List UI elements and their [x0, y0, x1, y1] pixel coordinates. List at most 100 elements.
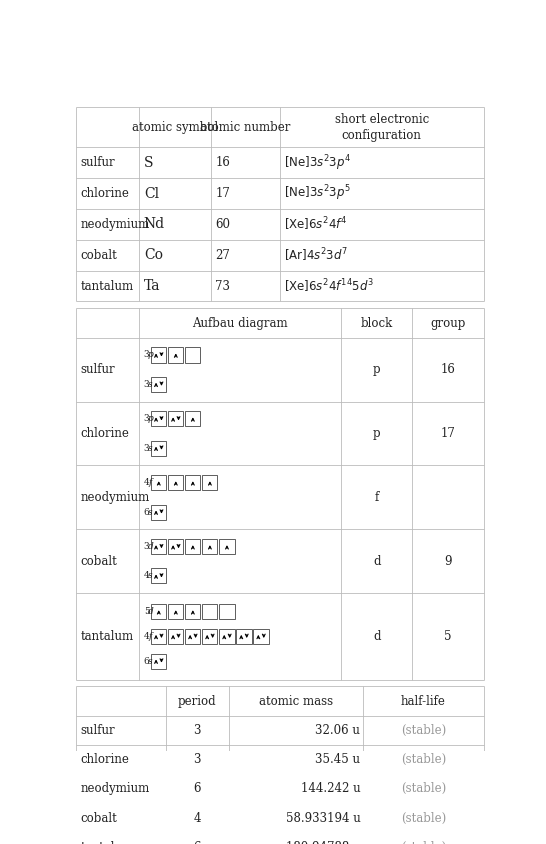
Text: cobalt: cobalt [81, 812, 117, 825]
Text: f: f [148, 479, 151, 487]
Text: (stable): (stable) [401, 753, 446, 766]
Bar [185, 475, 200, 490]
Text: 3: 3 [144, 414, 150, 424]
Text: s: s [148, 657, 153, 666]
Text: atomic symbol: atomic symbol [132, 121, 218, 134]
Bar [185, 539, 200, 555]
Text: d: d [373, 630, 381, 643]
Text: (stable): (stable) [401, 841, 446, 844]
Text: tantalum: tantalum [81, 630, 134, 643]
Bar [203, 539, 217, 555]
Text: 60: 60 [215, 218, 230, 231]
Bar [151, 411, 167, 426]
Text: tantalum: tantalum [81, 279, 134, 293]
Text: 3: 3 [144, 542, 150, 551]
Bar [168, 411, 183, 426]
Text: neodymium: neodymium [81, 782, 150, 795]
Text: 73: 73 [215, 279, 230, 293]
Text: p: p [148, 350, 154, 360]
Text: neodymium: neodymium [81, 491, 150, 504]
Text: Ta: Ta [144, 279, 161, 293]
Text: 32.06 u: 32.06 u [316, 724, 360, 737]
Text: (stable): (stable) [401, 812, 446, 825]
Bar [185, 348, 200, 363]
Text: s: s [148, 507, 153, 517]
Text: $[\mathrm{Ne}]3s^23p^5$: $[\mathrm{Ne}]3s^23p^5$ [284, 184, 352, 203]
Text: $[\mathrm{Xe}]6s^24f^4$: $[\mathrm{Xe}]6s^24f^4$ [284, 216, 348, 233]
Text: (stable): (stable) [401, 782, 446, 795]
Text: 3: 3 [193, 753, 201, 766]
Text: period: period [178, 695, 217, 707]
Text: sulfur: sulfur [81, 363, 115, 376]
Text: 3: 3 [144, 350, 150, 360]
Bar [151, 348, 167, 363]
Bar [168, 539, 183, 555]
Text: 144.242 u: 144.242 u [301, 782, 360, 795]
Text: p: p [148, 414, 154, 424]
Text: configuration: configuration [342, 128, 422, 142]
Text: cobalt: cobalt [81, 555, 117, 568]
Bar [253, 629, 269, 644]
Text: s: s [148, 444, 153, 452]
Text: 4: 4 [193, 812, 201, 825]
Text: 9: 9 [444, 555, 452, 568]
Text: d: d [148, 542, 154, 551]
Text: (stable): (stable) [401, 724, 446, 737]
Text: 4: 4 [144, 571, 150, 581]
Text: S: S [144, 156, 153, 170]
Bar [203, 604, 217, 619]
Text: s: s [148, 571, 153, 581]
Text: 17: 17 [215, 187, 230, 200]
Text: 35.45 u: 35.45 u [315, 753, 360, 766]
Bar [151, 569, 167, 583]
Text: Co: Co [144, 248, 163, 262]
Text: Cl: Cl [144, 187, 159, 201]
Text: chlorine: chlorine [81, 187, 129, 200]
Bar [185, 411, 200, 426]
Bar [185, 629, 200, 644]
Text: p: p [373, 363, 381, 376]
Bar [203, 629, 217, 644]
Text: 27: 27 [215, 249, 230, 262]
Text: half-life: half-life [401, 695, 446, 707]
Bar [168, 629, 183, 644]
Text: atomic number: atomic number [200, 121, 290, 134]
Bar [151, 475, 167, 490]
Text: 58.933194 u: 58.933194 u [286, 812, 360, 825]
Text: 3: 3 [144, 380, 150, 389]
Bar [151, 539, 167, 555]
Bar [203, 475, 217, 490]
Bar [219, 629, 235, 644]
Text: s: s [148, 380, 153, 389]
Text: f: f [148, 632, 151, 641]
Bar [219, 539, 235, 555]
Text: sulfur: sulfur [81, 156, 115, 170]
Text: 6: 6 [193, 782, 201, 795]
Bar [151, 376, 167, 392]
Text: chlorine: chlorine [81, 753, 129, 766]
Text: $[\mathrm{Xe}]6s^24f^{14}5d^3$: $[\mathrm{Xe}]6s^24f^{14}5d^3$ [284, 278, 375, 295]
Text: Aufbau diagram: Aufbau diagram [192, 316, 288, 329]
Text: 4: 4 [144, 632, 150, 641]
Text: 180.94788 u: 180.94788 u [286, 841, 360, 844]
Text: $[\mathrm{Ar}]4s^23d^7$: $[\mathrm{Ar}]4s^23d^7$ [284, 246, 349, 264]
Text: 17: 17 [441, 427, 455, 440]
Text: 6: 6 [144, 657, 150, 666]
Text: d: d [373, 555, 381, 568]
Bar [236, 629, 252, 644]
Bar [151, 505, 167, 520]
Text: d: d [148, 608, 154, 616]
Text: neodymium: neodymium [81, 218, 150, 231]
Text: 16: 16 [441, 363, 455, 376]
Bar [151, 441, 167, 456]
Text: Nd: Nd [144, 218, 165, 231]
Text: 3: 3 [193, 724, 201, 737]
Bar [151, 604, 167, 619]
Text: p: p [373, 427, 381, 440]
Text: cobalt: cobalt [81, 249, 117, 262]
Text: 16: 16 [215, 156, 230, 170]
Text: short electronic: short electronic [335, 113, 429, 127]
Text: block: block [360, 316, 393, 329]
Bar [185, 604, 200, 619]
Text: 3: 3 [144, 444, 150, 452]
